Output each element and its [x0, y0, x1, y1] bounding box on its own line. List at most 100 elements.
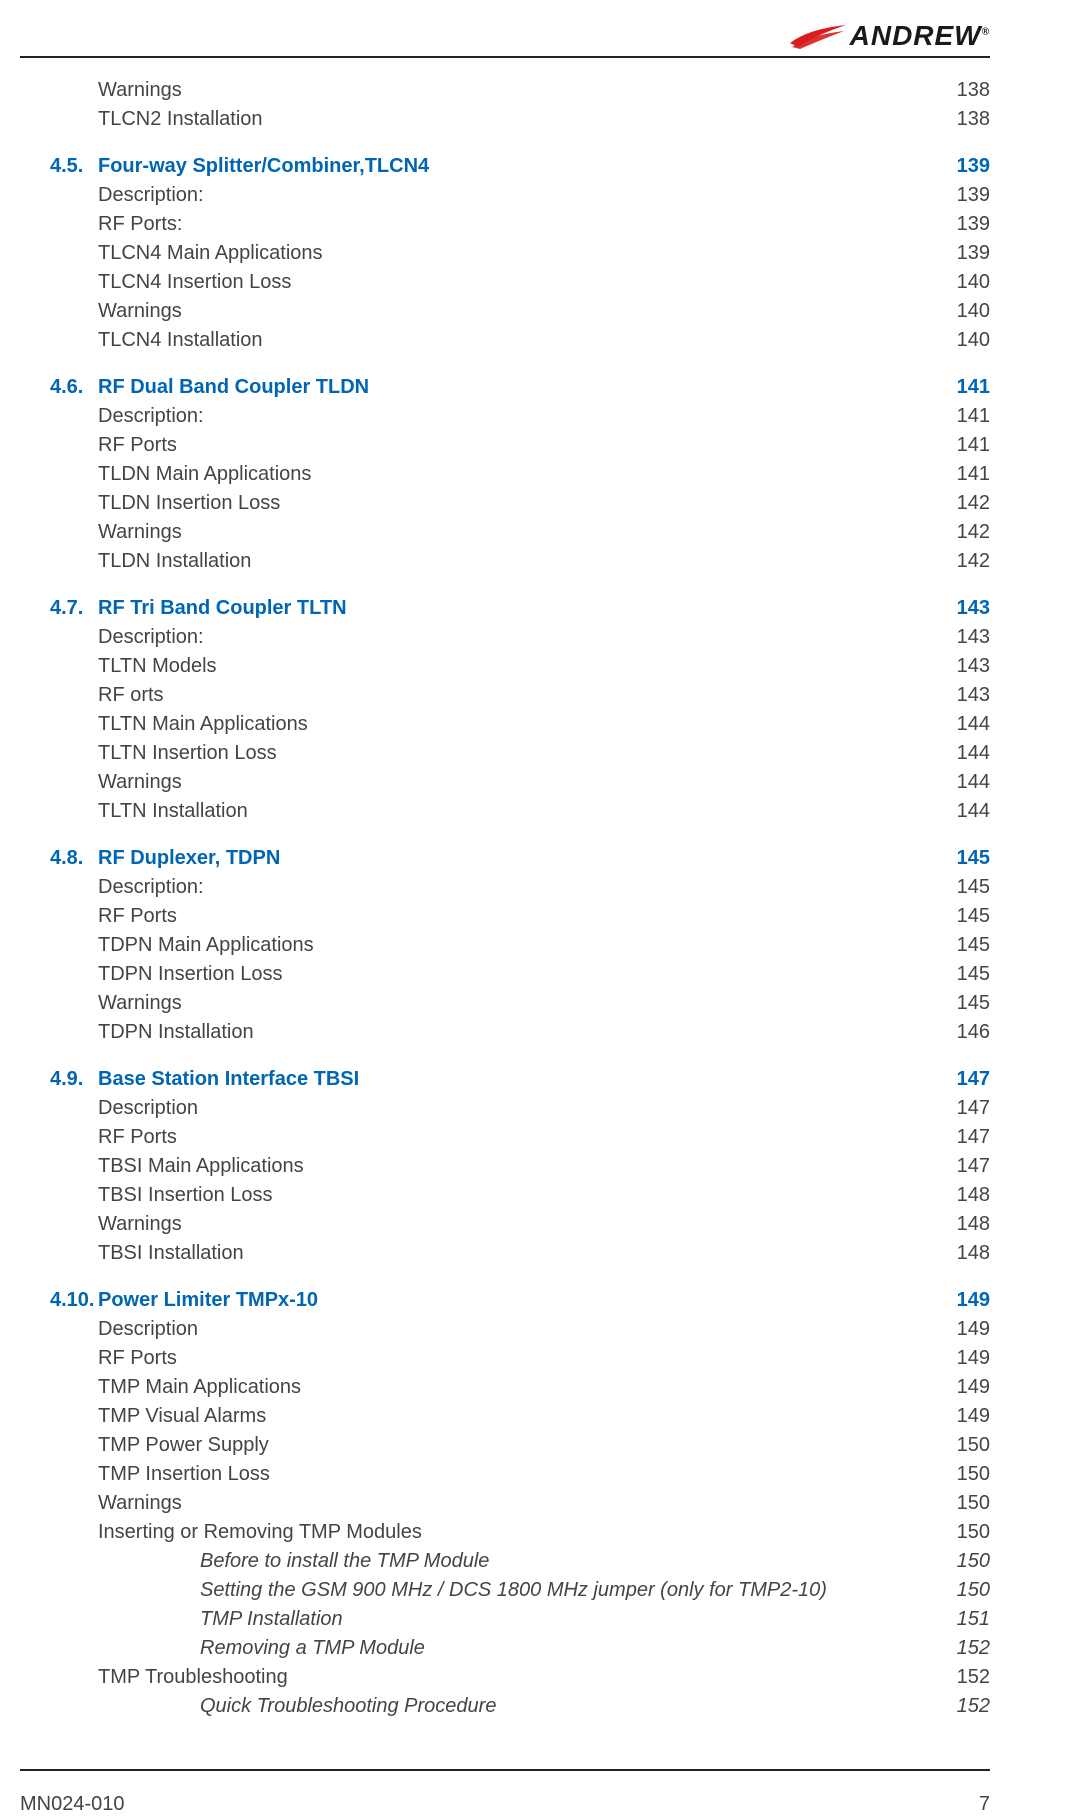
toc-entry-label: TDPN Installation	[50, 1018, 254, 1047]
toc-sub-row[interactable]: Description:145	[50, 873, 990, 902]
toc-subsub-row[interactable]: Before to install the TMP Module150	[50, 1547, 990, 1576]
toc-entry-page: 139	[957, 181, 990, 210]
toc-entry-page: 143	[957, 652, 990, 681]
toc-entry-page: 147	[957, 1094, 990, 1123]
toc-heading-page: 145	[957, 844, 990, 873]
brand-swoosh-icon	[788, 21, 848, 51]
toc-entry-page: 150	[957, 1489, 990, 1518]
toc-heading-row[interactable]: 4.10.Power Limiter TMPx-10149	[50, 1286, 990, 1315]
toc-entry-label: Setting the GSM 900 MHz / DCS 1800 MHz j…	[50, 1576, 827, 1605]
toc-heading-label: Base Station Interface TBSI	[98, 1068, 359, 1090]
toc-sub-row[interactable]: TLTN Models143	[50, 652, 990, 681]
toc-sub-row[interactable]: RF orts143	[50, 681, 990, 710]
toc-sub-row[interactable]: TDPN Insertion Loss 145	[50, 960, 990, 989]
toc-entry-page: 150	[957, 1576, 990, 1605]
toc-sub-row[interactable]: TLDN Insertion Loss142	[50, 489, 990, 518]
toc-entry-page: 145	[957, 902, 990, 931]
toc-sub-row[interactable]: TMP Power Supply150	[50, 1431, 990, 1460]
toc-entry-label: TLCN4 Insertion Loss	[50, 268, 291, 297]
toc-sub-row[interactable]: RF Ports:139	[50, 210, 990, 239]
toc-sub-row[interactable]: Description:139	[50, 181, 990, 210]
toc-heading-row[interactable]: 4.8.RF Duplexer, TDPN145	[50, 844, 990, 873]
toc-entry-page: 139	[957, 239, 990, 268]
toc-entry-label: TLTN Main Applications	[50, 710, 308, 739]
page-footer: MN024-010 7	[20, 1771, 990, 1816]
toc-sub-row[interactable]: Inserting or Removing TMP Modules150	[50, 1518, 990, 1547]
toc-entry-label: TLDN Main Applications	[50, 460, 311, 489]
toc-section: 4.6.RF Dual Band Coupler TLDN 141Descript…	[50, 373, 990, 576]
toc-sub-row[interactable]: TLCN4 Installation140	[50, 326, 990, 355]
toc-sub-row[interactable]: TLCN2 Installation138	[50, 105, 990, 134]
toc-entry-page: 148	[957, 1181, 990, 1210]
toc-heading-row[interactable]: 4.5.Four-way Splitter/Combiner,TLCN4139	[50, 152, 990, 181]
toc-section: 4.8.RF Duplexer, TDPN145Description:145R…	[50, 844, 990, 1047]
toc-sub-row[interactable]: TDPN Installation 146	[50, 1018, 990, 1047]
toc-sub-row[interactable]: Description:143	[50, 623, 990, 652]
toc-sub-row[interactable]: Description149	[50, 1315, 990, 1344]
toc-entry-label: RF Ports	[50, 431, 177, 460]
toc-sub-row[interactable]: Warnings138	[50, 76, 990, 105]
toc-heading-label: Power Limiter TMPx-10	[98, 1289, 318, 1311]
toc-sub-row[interactable]: TBSI Insertion Loss148	[50, 1181, 990, 1210]
toc-sub-row[interactable]: TBSI Installation148	[50, 1239, 990, 1268]
toc-sub-row[interactable]: Warnings142	[50, 518, 990, 547]
toc-entry-label: TLDN Installation	[50, 547, 251, 576]
toc-entry-page: 149	[957, 1373, 990, 1402]
toc-subsub-row[interactable]: Setting the GSM 900 MHz / DCS 1800 MHz j…	[50, 1576, 990, 1605]
toc-entry-page: 144	[957, 710, 990, 739]
toc-heading-number: 4.6.	[50, 373, 98, 402]
toc-sub-row[interactable]: TMP Main Applications149	[50, 1373, 990, 1402]
toc-subsub-row[interactable]: Quick Troubleshooting Procedure152	[50, 1692, 990, 1721]
toc-sub-row[interactable]: Warnings150	[50, 1489, 990, 1518]
toc-sub-row[interactable]: Warnings145	[50, 989, 990, 1018]
toc-entry-page: 149	[957, 1315, 990, 1344]
toc-sub-row[interactable]: TMP Visual Alarms149	[50, 1402, 990, 1431]
toc-entry-page: 148	[957, 1239, 990, 1268]
toc-sub-row[interactable]: RF Ports147	[50, 1123, 990, 1152]
toc-heading-row[interactable]: 4.6.RF Dual Band Coupler TLDN 141	[50, 373, 990, 402]
toc-entry-page: 141	[957, 431, 990, 460]
toc-sub-row[interactable]: TLDN Installation142	[50, 547, 990, 576]
toc-sub-row[interactable]: Warnings144	[50, 768, 990, 797]
toc-sub-row[interactable]: TLTN Main Applications 144	[50, 710, 990, 739]
toc-entry-label: TMP Troubleshooting	[50, 1663, 288, 1692]
toc-sub-row[interactable]: TLCN4 Insertion Loss140	[50, 268, 990, 297]
toc-entry-page: 138	[957, 76, 990, 105]
toc-sub-row[interactable]: TLDN Main Applications141	[50, 460, 990, 489]
toc-heading-page: 149	[957, 1286, 990, 1315]
toc-entry-label: Removing a TMP Module	[50, 1634, 425, 1663]
toc-entry-page: 146	[957, 1018, 990, 1047]
toc-heading-number: 4.9.	[50, 1065, 98, 1094]
toc-heading-page: 141	[957, 373, 990, 402]
toc-sub-row[interactable]: Description147	[50, 1094, 990, 1123]
toc-sub-row[interactable]: Warnings148	[50, 1210, 990, 1239]
toc-sub-row[interactable]: RF Ports 141	[50, 431, 990, 460]
toc-entry-page: 150	[957, 1547, 990, 1576]
toc-section: Warnings138TLCN2 Installation138	[50, 76, 990, 134]
toc-sub-row[interactable]: Warnings140	[50, 297, 990, 326]
toc-heading-row[interactable]: 4.9.Base Station Interface TBSI147	[50, 1065, 990, 1094]
toc-entry-page: 144	[957, 797, 990, 826]
toc-sub-row[interactable]: Description:141	[50, 402, 990, 431]
page-header: ANDREW®	[20, 20, 990, 52]
toc-subsub-row[interactable]: TMP Installation151	[50, 1605, 990, 1634]
toc-heading-row[interactable]: 4.7.RF Tri Band Coupler TLTN143	[50, 594, 990, 623]
toc-entry-label: TDPN Insertion Loss	[50, 960, 283, 989]
toc-heading-label: RF Dual Band Coupler TLDN	[98, 376, 369, 398]
toc-sub-row[interactable]: TMP Troubleshooting152	[50, 1663, 990, 1692]
toc-sub-row[interactable]: TDPN Main Applications145	[50, 931, 990, 960]
toc-entry-label: RF Ports	[50, 1344, 177, 1373]
toc-sub-row[interactable]: RF Ports149	[50, 1344, 990, 1373]
document-page: ANDREW® Warnings138TLCN2 Installation138…	[0, 0, 1070, 1611]
toc-subsub-row[interactable]: Removing a TMP Module152	[50, 1634, 990, 1663]
toc-sub-row[interactable]: TLTN Insertion Loss144	[50, 739, 990, 768]
toc-entry-page: 145	[957, 960, 990, 989]
toc-entry-page: 141	[957, 402, 990, 431]
toc-sub-row[interactable]: TMP Insertion Loss150	[50, 1460, 990, 1489]
toc-sub-row[interactable]: TLTN Installation144	[50, 797, 990, 826]
toc-entry-page: 144	[957, 739, 990, 768]
toc-sub-row[interactable]: TBSI Main Applications147	[50, 1152, 990, 1181]
toc-sub-row[interactable]: RF Ports145	[50, 902, 990, 931]
toc-sub-row[interactable]: TLCN4 Main Applications139	[50, 239, 990, 268]
toc-entry-page: 143	[957, 623, 990, 652]
